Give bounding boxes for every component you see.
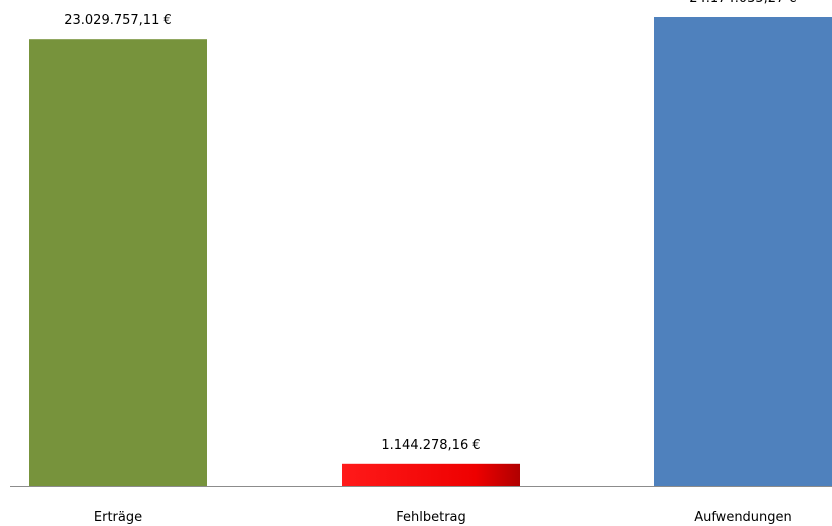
data-label-3: 24.174.035,27 € <box>689 0 797 6</box>
bars-group <box>29 17 832 486</box>
bar-2 <box>342 463 520 486</box>
labels-group: 23.029.757,11 € Erträge 1.144.278,16 € Fehl… <box>64 0 797 525</box>
data-label-2: 1.144.278,16 € <box>381 438 480 453</box>
category-label-2: Fehlbetrag <box>396 510 466 525</box>
category-label-1: Erträge <box>94 510 142 525</box>
category-label-3: Aufwendungen <box>694 510 792 525</box>
bar-1 <box>29 39 207 486</box>
data-label-1: 23.029.757,11 € <box>64 13 172 28</box>
bar-3 <box>654 17 832 486</box>
